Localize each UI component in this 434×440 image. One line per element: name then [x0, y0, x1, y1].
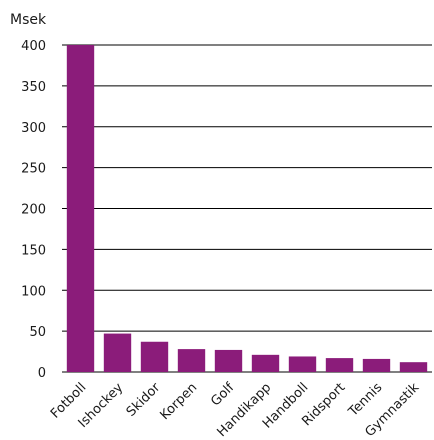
y-tick-label: 400 — [21, 39, 46, 54]
x-tick-label: Korpen — [157, 380, 200, 423]
y-tick-labels: 0 50 100 150 200 250 300 350 400 — [21, 39, 46, 381]
y-tick-label: 200 — [21, 203, 46, 218]
bar-tennis — [362, 358, 391, 372]
bar-ridsport — [325, 358, 354, 372]
x-tick-label: Golf — [208, 380, 237, 409]
y-tick-label: 150 — [21, 243, 46, 258]
y-tick-label: 350 — [21, 80, 46, 95]
y-axis-label: Msek — [10, 12, 47, 28]
y-tick-label: 250 — [21, 162, 46, 177]
y-tick-label: 300 — [21, 121, 46, 136]
bar-fotboll — [66, 45, 95, 372]
gridlines — [62, 44, 432, 373]
bar-handboll — [288, 356, 317, 372]
bar-golf — [214, 349, 243, 372]
y-tick-label: 100 — [21, 284, 46, 299]
bar-handikapp — [251, 354, 280, 372]
y-tick-label: 0 — [38, 366, 46, 381]
bar-korpen — [177, 349, 206, 372]
bars — [66, 45, 428, 372]
bar-skidor — [140, 341, 169, 372]
bar-ishockey — [103, 333, 132, 372]
y-tick-label: 50 — [29, 325, 46, 340]
bar-gymnastik — [399, 362, 428, 372]
